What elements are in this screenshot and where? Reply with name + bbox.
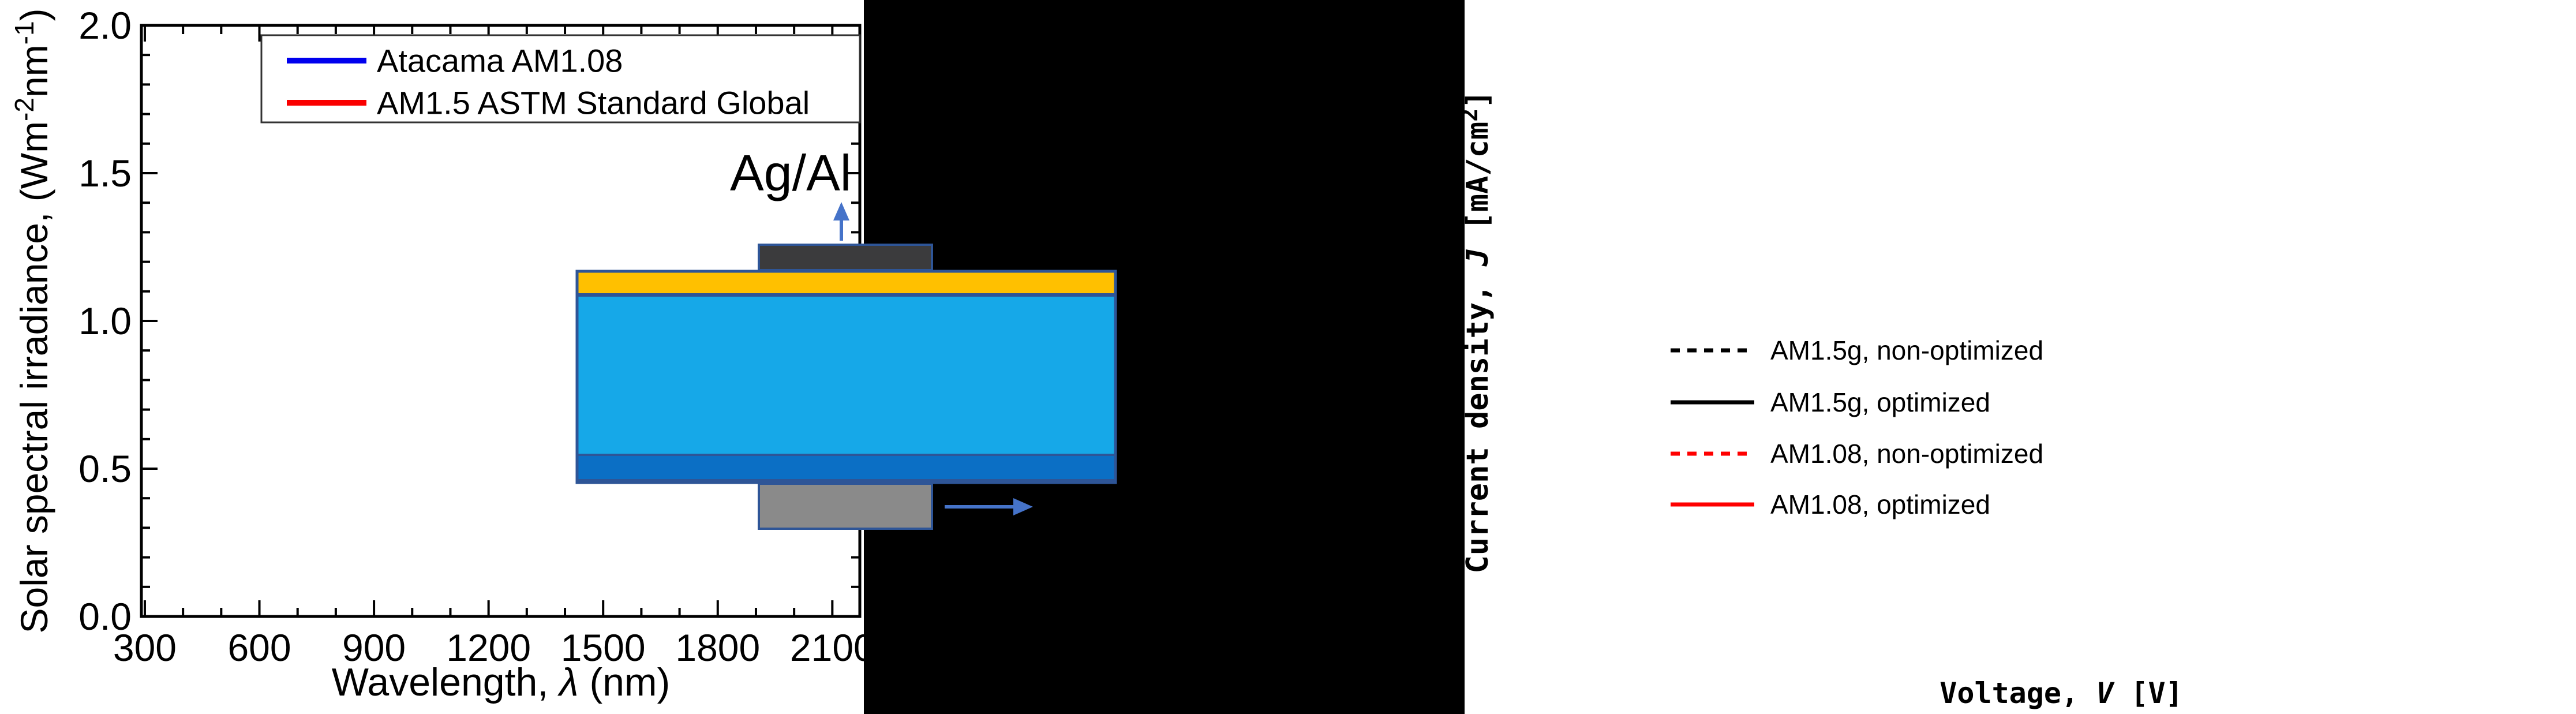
- spectrum-ytick-2: 2.0: [78, 4, 132, 47]
- spectrum-xtick-2100: 2100: [790, 626, 875, 669]
- bottom-contact-layer: [758, 483, 933, 530]
- legend-label-am15: AM1.5 ASTM Standard Global: [377, 85, 810, 121]
- jv-yaxis-title: Current density, J [mA/cm2]: [1463, 91, 1495, 574]
- right-arrow-icon: [945, 498, 1033, 515]
- legend-label-am15g-opt: AM1.5g, optimized: [1770, 387, 1990, 417]
- legend-label-am15g-nonopt: AM1.5g, non-optimized: [1770, 335, 2043, 365]
- spectrum-xtick-300: 300: [113, 626, 177, 669]
- spectrum-xtick-600: 600: [227, 626, 291, 669]
- front-layer: [576, 270, 1117, 296]
- spectrum-legend: Atacama AM1.08 AM1.5 ASTM Standard Globa…: [260, 34, 861, 124]
- top-contact-layer: [758, 244, 933, 271]
- spectrum-ytick-0: 0.0: [78, 595, 132, 638]
- spectrum-tick-labels: 300 600 900 1200 1500 1800 2100 0.0 0.5 1.0 1.5 2.0: [78, 4, 875, 669]
- jv-chart: Voltage, V [V] Current density, J [mA/cm…: [1463, 91, 2183, 710]
- spectrum-legend-box: [260, 34, 861, 124]
- absorber-layer: [576, 294, 1117, 456]
- spectrum-ytick-1: 1.0: [78, 300, 132, 342]
- up-arrow-icon: [833, 202, 849, 241]
- solar-cell-diagram: [575, 202, 1117, 530]
- spectrum-xtick-1200: 1200: [446, 626, 531, 669]
- spectrum-xtick-1800: 1800: [675, 626, 760, 669]
- spectrum-chart: 300 600 900 1200 1500 1800 2100 0.0 0.5 1.0 1.5 2.0…: [9, 4, 875, 704]
- spectrum-yaxis-title: Solar spectral irradiance, (Wm-2nm-1): [9, 8, 55, 633]
- legend-label-atacama: Atacama AM1.08: [377, 43, 623, 79]
- spectrum-ytick-1.5: 1.5: [78, 152, 132, 195]
- legend-label-am108-opt: AM1.08, optimized: [1770, 489, 1990, 519]
- spectrum-xtick-1500: 1500: [561, 626, 646, 669]
- jv-xaxis-title: Voltage, V [V]: [1940, 676, 2182, 710]
- device-contact-label: Ag/Al: [730, 144, 851, 201]
- spectrum-xaxis-title: Wavelength, λ (nm): [332, 660, 670, 704]
- spectrum-ytick-0.5: 0.5: [78, 447, 132, 490]
- layer-stack: [575, 270, 1117, 484]
- spectrum-xtick-900: 900: [342, 626, 406, 669]
- legend-label-am108-nonopt: AM1.08, non-optimized: [1770, 439, 2043, 469]
- jv-legend: AM1.5g, non-optimized AM1.5g, optimized …: [1671, 335, 2043, 519]
- back-layer: [576, 454, 1117, 481]
